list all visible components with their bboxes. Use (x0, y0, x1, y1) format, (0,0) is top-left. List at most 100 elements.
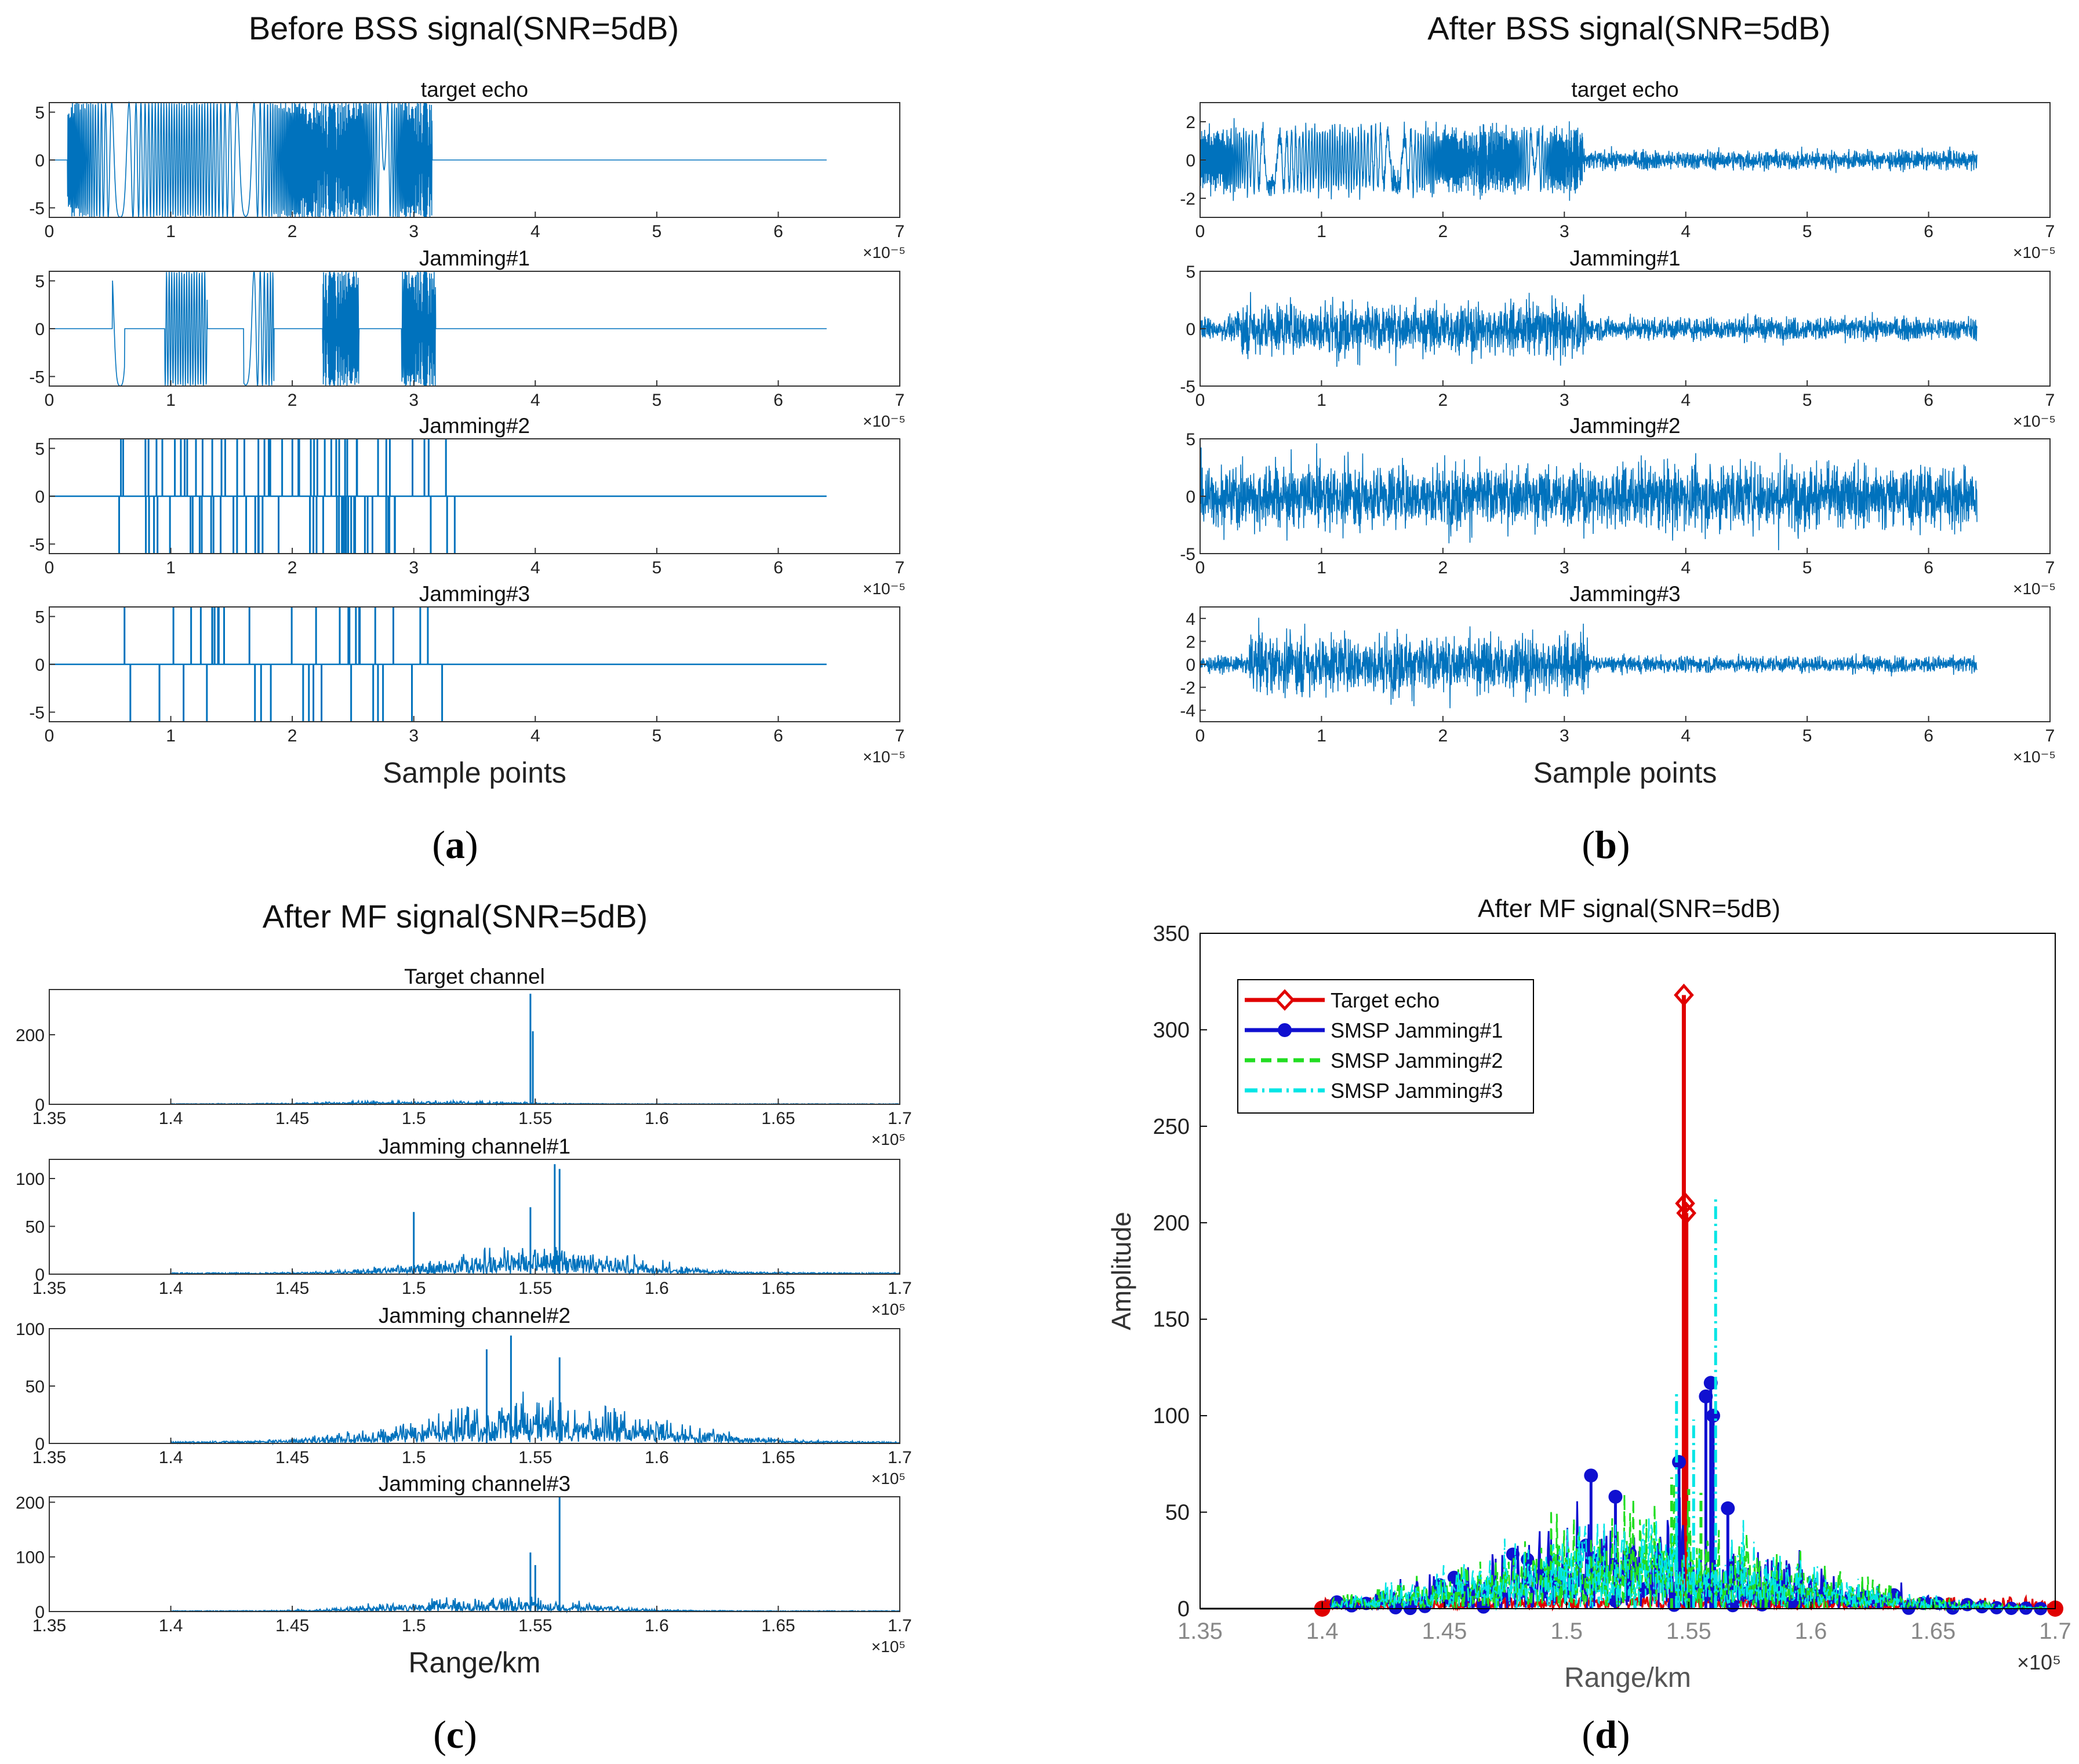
series-marker-circle (1584, 1468, 1598, 1483)
signal-trace (49, 1247, 900, 1276)
x-tick-label: 1.7 (2039, 1618, 2071, 1644)
x-tick-label: 1.65 (1910, 1618, 1956, 1644)
x-tick-label: 1 (1317, 726, 1326, 745)
y-tick-label: 0 (35, 656, 45, 675)
y-tick-label: 5 (35, 608, 45, 627)
x-multiplier: ×10⁵ (871, 1130, 906, 1148)
x-tick-label: 5 (1802, 222, 1812, 241)
x-tick-label: 1.45 (1422, 1618, 1467, 1644)
y-tick-label: 100 (16, 1548, 45, 1567)
x-tick-label: 1.7 (888, 1616, 912, 1635)
x-tick-label: 6 (1924, 558, 1933, 577)
subplot-title: target echo (421, 78, 528, 101)
x-tick-label: 1.55 (518, 1279, 552, 1298)
signal-trace (1200, 292, 1978, 367)
subplot-title: target echo (1571, 78, 1678, 101)
y-tick-label: 100 (16, 1320, 45, 1339)
y-tick-label: 5 (35, 104, 45, 123)
chart-panel-c: Target channel 1.35 1.4 1.45 1.5 1.55 1.6 1.65 1… (16, 965, 912, 1679)
series-marker-diamond (1674, 983, 1694, 1007)
y-tick-label: 0 (35, 1265, 45, 1285)
subplot-title: Jamming#3 (419, 582, 530, 606)
x-tick-label: 7 (895, 391, 905, 410)
x-tick-label: 1.45 (275, 1109, 309, 1128)
x-tick-label: 1.35 (1177, 1618, 1223, 1644)
x-tick-label: 2 (1438, 558, 1448, 577)
caption-d: (d) (1582, 1712, 1630, 1756)
x-tick-label: 6 (773, 726, 783, 745)
x-tick-label: 3 (409, 222, 419, 241)
x-tick-label: 0 (1195, 726, 1205, 745)
x-tick-label: 4 (1681, 558, 1691, 577)
x-tick-label: 1.35 (32, 1109, 66, 1128)
signal-trace (1200, 118, 1978, 201)
y-tick-label: -5 (29, 536, 45, 555)
axes-frame (49, 1159, 900, 1275)
y-tick-label: 2 (1186, 113, 1195, 132)
subplot-title: Jamming#1 (419, 246, 530, 270)
x-tick-label: 1.4 (159, 1616, 183, 1635)
x-tick-label: 1.65 (761, 1279, 795, 1298)
x-tick-label: 1.5 (402, 1109, 426, 1128)
axes-frame (1200, 933, 2056, 1609)
x-tick-label: 5 (652, 726, 662, 745)
x-tick-label: 7 (895, 558, 905, 577)
x-tick-label: 0 (1195, 558, 1205, 577)
signal-trace (1200, 443, 1978, 551)
x-multiplier: ×10⁻⁵ (2013, 412, 2056, 430)
x-multiplier: ×10⁻⁵ (2013, 243, 2056, 261)
x-tick-label: 1.65 (761, 1616, 795, 1635)
x-tick-label: 4 (530, 558, 540, 577)
x-tick-label: 0 (45, 726, 54, 745)
y-tick-label: 50 (26, 1377, 45, 1396)
y-tick-label: 200 (16, 1493, 45, 1512)
y-tick-label: 5 (1186, 263, 1195, 282)
x-tick-label: 4 (530, 391, 540, 410)
x-multiplier: ×10⁻⁵ (863, 748, 906, 766)
x-tick-label: 1.65 (761, 1109, 795, 1128)
y-tick-label: 200 (1153, 1211, 1190, 1235)
x-tick-label: 0 (1195, 391, 1205, 410)
x-tick-label: 1.65 (761, 1448, 795, 1467)
x-multiplier: ×10⁻⁵ (863, 580, 906, 598)
x-multiplier: ×10⁻⁵ (2013, 748, 2056, 766)
x-tick-label: 4 (1681, 391, 1691, 410)
signal-trace (49, 101, 827, 218)
signal-trace (1200, 617, 1978, 708)
x-tick-label: 1.5 (1550, 1618, 1583, 1644)
y-tick-label: -2 (1180, 190, 1195, 209)
axes-frame (49, 989, 900, 1105)
x-tick-label: 3 (1560, 391, 1569, 410)
x-tick-label: 1.5 (402, 1616, 426, 1635)
x-tick-label: 1.6 (645, 1279, 669, 1298)
x-axis-label: Sample points (1533, 756, 1717, 789)
x-tick-label: 1.7 (888, 1109, 912, 1128)
x-tick-label: 1 (1317, 558, 1326, 577)
x-tick-label: 1.45 (275, 1616, 309, 1635)
legend-label-1: Target echo (1331, 988, 1440, 1012)
subplot-title: Jamming#1 (1569, 246, 1680, 270)
y-axis-label: Amplitude (1106, 1212, 1136, 1330)
x-tick-label: 2 (288, 726, 297, 745)
series-marker-circle (1672, 1455, 1686, 1470)
x-tick-label: 1 (166, 222, 176, 241)
x-tick-label: 1.35 (32, 1279, 66, 1298)
y-tick-label: 300 (1153, 1018, 1190, 1042)
panel-a-title: Before BSS signal(SNR=5dB) (249, 10, 679, 46)
x-tick-label: 1.45 (275, 1279, 309, 1298)
y-tick-label: 50 (26, 1218, 45, 1237)
x-tick-label: 7 (2045, 391, 2055, 410)
x-multiplier: ×10⁵ (2017, 1650, 2061, 1674)
y-tick-label: 100 (1153, 1404, 1190, 1428)
y-tick-label: 0 (35, 151, 45, 170)
x-tick-label: 6 (1924, 222, 1933, 241)
x-tick-label: 3 (1560, 222, 1569, 241)
caption-d-letter: d (1595, 1712, 1617, 1756)
x-tick-label: 1.6 (645, 1448, 669, 1467)
x-tick-label: 0 (45, 391, 54, 410)
caption-b-letter: b (1595, 823, 1617, 867)
y-tick-label: 250 (1153, 1115, 1190, 1139)
series-marker-circle (1608, 1489, 1623, 1504)
y-tick-label: 0 (1177, 1597, 1190, 1621)
